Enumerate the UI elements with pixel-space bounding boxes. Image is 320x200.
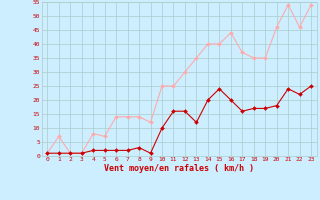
X-axis label: Vent moyen/en rafales ( km/h ): Vent moyen/en rafales ( km/h ) <box>104 164 254 173</box>
